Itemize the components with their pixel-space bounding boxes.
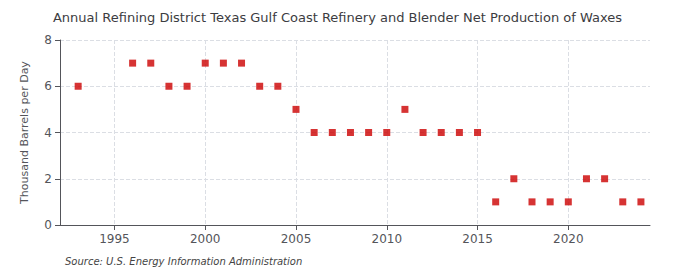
svg-text:4: 4 xyxy=(44,126,52,140)
svg-text:Annual Refining District Texas: Annual Refining District Texas Gulf Coas… xyxy=(53,10,622,25)
svg-text:2: 2 xyxy=(44,172,52,186)
svg-text:Thousand Barrels per Day: Thousand Barrels per Day xyxy=(18,61,31,205)
svg-text:8: 8 xyxy=(44,33,52,47)
svg-text:2010: 2010 xyxy=(371,232,402,246)
svg-text:1995: 1995 xyxy=(99,232,130,246)
svg-text:6: 6 xyxy=(44,79,52,93)
svg-text:2020: 2020 xyxy=(553,232,584,246)
svg-text:Source: U.S. Energy Informatio: Source: U.S. Energy Information Administ… xyxy=(65,256,302,267)
svg-text:2015: 2015 xyxy=(462,232,493,246)
svg-text:2005: 2005 xyxy=(281,232,312,246)
svg-text:2000: 2000 xyxy=(190,232,221,246)
svg-text:0: 0 xyxy=(44,218,52,232)
